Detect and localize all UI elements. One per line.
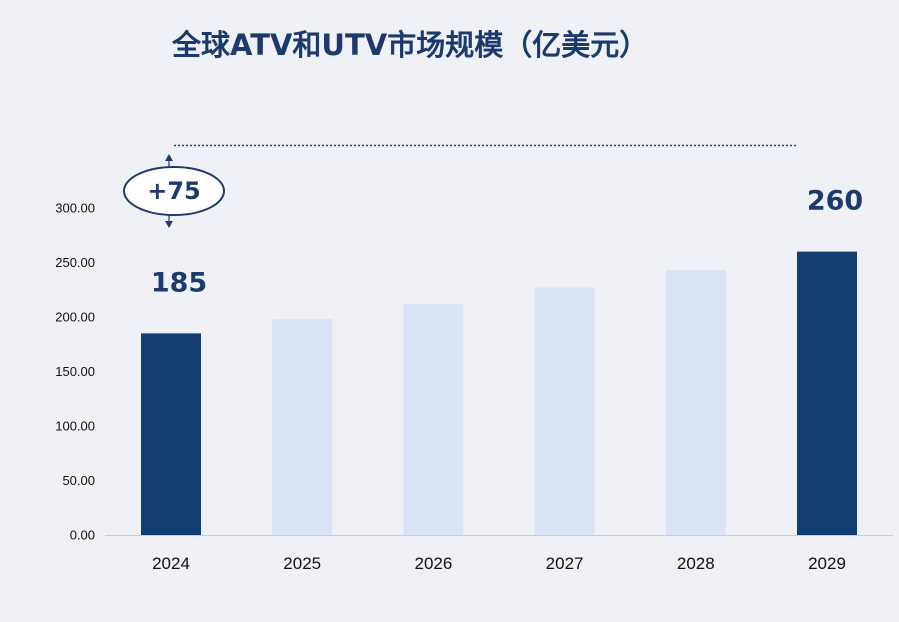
bar-2028 [665,270,726,535]
x-tick-label: 2024 [152,554,190,573]
y-tick-label: 300.00 [55,201,95,216]
y-tick-label: 50.00 [62,473,95,488]
y-tick-label: 250.00 [55,255,95,270]
bar-2026 [403,303,464,535]
y-tick-label: 0.00 [70,528,95,543]
x-tick-label: 2028 [677,554,715,573]
difference-annotation: +75 [123,144,798,228]
y-axis: 0.00 50.00 100.00 150.00 200.00 250.00 300.00 [55,201,95,543]
x-tick-label: 2025 [283,554,321,573]
y-tick-label: 200.00 [55,310,95,325]
data-label-2029: 260 [807,186,863,217]
bar-2025 [272,319,333,535]
y-tick-label: 150.00 [55,364,95,379]
annotation-text: +75 [147,177,201,205]
x-axis-labels: 2024 2025 2026 2027 2028 2029 [152,554,846,573]
bar-2029 [797,251,857,535]
x-tick-label: 2027 [546,554,584,573]
bars [141,251,857,535]
arrow-down-head [165,221,173,228]
annotation-ellipse [123,166,225,216]
y-tick-label: 100.00 [55,419,95,434]
arrow-up-head [165,154,173,161]
data-label-2024: 185 [151,267,207,298]
x-tick-label: 2026 [414,554,452,573]
bar-2024 [141,333,201,535]
bar-2027 [534,287,595,535]
data-labels: 185 260 [151,186,863,299]
chart-title: 全球ATV和UTV市场规模（亿美元） [172,28,649,62]
x-tick-label: 2029 [808,554,846,573]
